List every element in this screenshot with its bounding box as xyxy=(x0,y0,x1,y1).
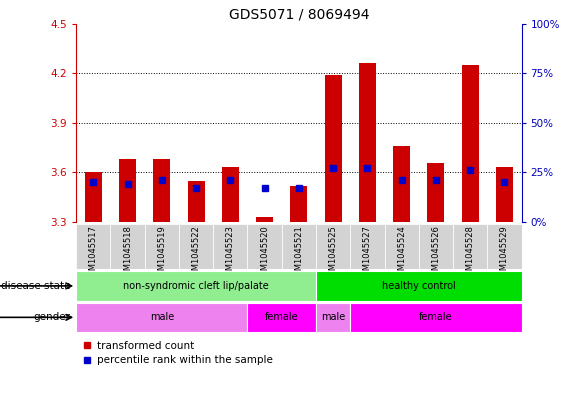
Bar xyxy=(462,65,479,222)
Bar xyxy=(427,162,444,222)
Text: gender: gender xyxy=(33,312,70,322)
Text: GSM1045517: GSM1045517 xyxy=(89,225,98,281)
Title: GDS5071 / 8069494: GDS5071 / 8069494 xyxy=(229,7,369,21)
Legend: transformed count, percentile rank within the sample: transformed count, percentile rank withi… xyxy=(81,341,273,365)
Bar xyxy=(247,303,316,332)
Text: GSM1045522: GSM1045522 xyxy=(192,225,200,281)
Bar xyxy=(496,167,513,222)
Text: disease state: disease state xyxy=(1,281,70,291)
Text: GSM1045523: GSM1045523 xyxy=(226,225,235,281)
Bar xyxy=(350,224,384,269)
Bar xyxy=(76,224,110,269)
Text: GSM1045520: GSM1045520 xyxy=(260,225,269,281)
Bar xyxy=(316,271,522,301)
Text: GSM1045518: GSM1045518 xyxy=(123,225,132,281)
Bar xyxy=(213,224,247,269)
Bar xyxy=(119,159,136,222)
Bar xyxy=(488,224,522,269)
Text: GSM1045527: GSM1045527 xyxy=(363,225,372,281)
Text: GSM1045519: GSM1045519 xyxy=(157,225,166,281)
Bar xyxy=(222,167,239,222)
Text: GSM1045526: GSM1045526 xyxy=(431,225,441,281)
Bar xyxy=(85,173,102,222)
Text: GSM1045528: GSM1045528 xyxy=(466,225,475,281)
Bar xyxy=(145,224,179,269)
Bar xyxy=(179,224,213,269)
Text: male: male xyxy=(149,312,174,322)
Bar xyxy=(350,303,522,332)
Text: female: female xyxy=(419,312,453,322)
Bar xyxy=(110,224,145,269)
Bar xyxy=(316,303,350,332)
Text: non-syndromic cleft lip/palate: non-syndromic cleft lip/palate xyxy=(123,281,269,291)
Bar xyxy=(453,224,488,269)
Bar xyxy=(384,224,419,269)
Bar xyxy=(256,217,273,222)
Bar xyxy=(247,224,282,269)
Bar xyxy=(282,224,316,269)
Text: male: male xyxy=(321,312,345,322)
Bar xyxy=(359,63,376,222)
Bar xyxy=(76,271,316,301)
Text: GSM1045521: GSM1045521 xyxy=(294,225,304,281)
Text: GSM1045524: GSM1045524 xyxy=(397,225,406,281)
Bar xyxy=(188,181,205,222)
Text: female: female xyxy=(265,312,298,322)
Bar xyxy=(316,224,350,269)
Text: GSM1045525: GSM1045525 xyxy=(329,225,338,281)
Text: healthy control: healthy control xyxy=(382,281,456,291)
Bar xyxy=(419,224,453,269)
Bar xyxy=(154,159,171,222)
Bar xyxy=(393,146,410,222)
Bar xyxy=(290,185,308,222)
Bar xyxy=(325,75,342,222)
Text: GSM1045529: GSM1045529 xyxy=(500,225,509,281)
Bar xyxy=(76,303,247,332)
